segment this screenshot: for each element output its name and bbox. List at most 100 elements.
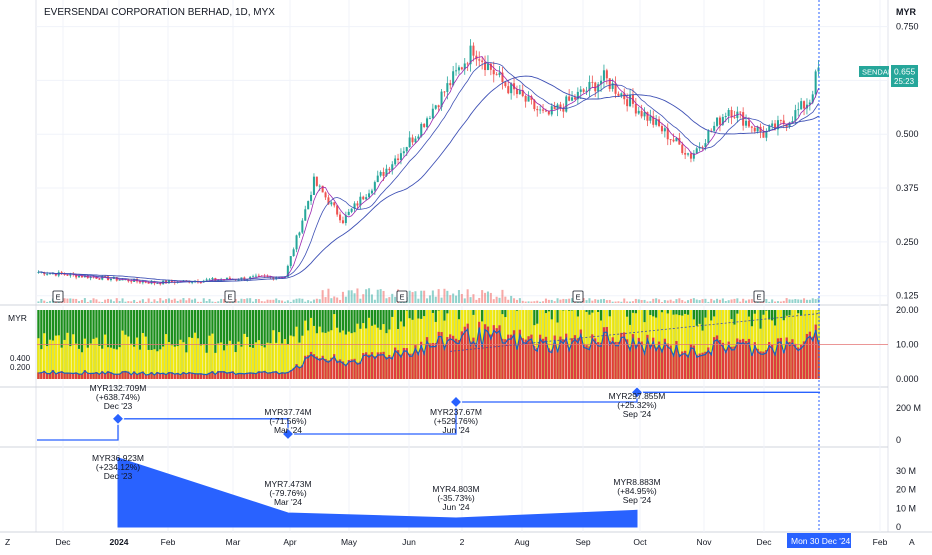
osc-red-bar: [420, 341, 423, 379]
osc-yellow-bar: [63, 339, 66, 379]
osc-yellow-bar: [40, 349, 43, 379]
volume-bar: [727, 300, 730, 303]
volume-bar: [339, 299, 342, 303]
osc-red-bar: [301, 365, 304, 379]
osc-red-bar: [147, 374, 150, 379]
volume-bar: [356, 288, 359, 303]
osc-yellow-bar: [208, 335, 211, 379]
osc-yellow-bar: [550, 319, 553, 379]
candle-body: [405, 147, 408, 152]
time-label: 2024: [110, 537, 129, 547]
income-annotation: MYR7.473M: [264, 479, 311, 489]
osc-yellow-bar: [695, 325, 698, 379]
osc-red-bar: [791, 339, 794, 379]
time-axis[interactable]: Z A Dec 2024 Feb Mar Apr May Jun 2 Aug Sep Oct Nov D…: [0, 533, 932, 550]
candle-body: [768, 125, 771, 131]
volume-bar: [782, 300, 785, 303]
osc-red-bar: [811, 336, 814, 379]
revenue-annotation: (-71.56%): [269, 416, 306, 426]
earnings-marker[interactable]: E: [753, 290, 765, 303]
osc-red-bar: [144, 374, 147, 379]
revenue-point: [281, 427, 295, 441]
candle-body: [391, 164, 394, 171]
time-label: Oct: [633, 537, 647, 547]
osc-red-bar: [567, 347, 571, 379]
osc-red-bar: [646, 334, 649, 379]
osc-red-bar: [405, 348, 408, 379]
candle-body: [423, 123, 426, 127]
earnings-marker[interactable]: E: [52, 290, 64, 303]
axis-right-button[interactable]: A: [909, 537, 915, 547]
axis-left-button[interactable]: Z: [5, 537, 10, 547]
osc-red-bar: [681, 351, 684, 379]
osc-yellow-bar: [272, 330, 275, 379]
earnings-marker[interactable]: E: [572, 290, 584, 303]
candle-body: [643, 112, 646, 117]
volume-bar: [66, 298, 69, 303]
candle-body: [457, 67, 460, 71]
volume-bar: [730, 299, 733, 303]
volume-bar: [385, 298, 388, 303]
candle-body: [69, 273, 72, 276]
earnings-marker[interactable]: E: [396, 290, 408, 303]
candle-body: [104, 276, 107, 277]
osc-red-bar: [556, 349, 559, 379]
osc-red-bar: [408, 353, 411, 379]
candle-body: [771, 123, 774, 126]
osc-yellow-bar: [391, 316, 394, 379]
volume-bar: [144, 301, 147, 303]
candle-body: [486, 63, 489, 71]
osc-red-bar: [277, 373, 281, 379]
volume-bar: [660, 301, 663, 303]
volume-bar: [246, 298, 249, 303]
osc-red-bar: [504, 339, 507, 379]
candle-body: [510, 83, 513, 94]
osc-yellow-bar: [98, 345, 101, 379]
osc-yellow-bar: [283, 339, 287, 379]
osc-red-bar: [185, 373, 188, 379]
osc-red-bar: [362, 353, 365, 379]
candle-body: [602, 70, 605, 81]
volume-bar: [814, 299, 817, 303]
candle-body: [605, 70, 608, 79]
volume-bar: [440, 297, 443, 303]
candle-body: [481, 60, 484, 62]
volume-bar: [687, 300, 690, 303]
osc-red-bar: [240, 372, 243, 379]
osc-red-bar: [364, 352, 368, 379]
osc-red-bar: [495, 328, 498, 379]
volume-bar: [289, 301, 292, 303]
osc-red-bar: [327, 360, 330, 379]
osc-red-bar: [617, 341, 620, 379]
osc-red-bar: [304, 355, 307, 379]
moving-averages: [38, 56, 819, 284]
earnings-marker[interactable]: E: [224, 290, 236, 303]
osc-red-bar: [747, 338, 751, 379]
candle-body: [124, 279, 127, 281]
osc-red-bar: [356, 362, 359, 379]
candle-body: [252, 276, 255, 278]
candle-body: [240, 277, 243, 280]
osc-yellow-bar: [130, 343, 133, 379]
volume-bar: [469, 297, 472, 303]
candle-body: [721, 117, 724, 125]
volume-bar: [742, 298, 745, 303]
volume-bar: [518, 298, 521, 303]
osc-yellow-bar: [773, 325, 777, 379]
income-annotation: Dec '23: [104, 471, 133, 481]
volume-bar: [513, 298, 516, 303]
volume-bar: [310, 301, 313, 303]
osc-yellow-bar: [312, 325, 316, 379]
candle-body: [257, 275, 260, 277]
osc-red-bar: [623, 332, 626, 379]
osc-red-bar: [353, 358, 356, 379]
candle-body: [776, 120, 779, 130]
volume-bar: [220, 298, 223, 303]
osc-red-bar: [449, 334, 452, 379]
osc-red-bar: [739, 339, 742, 379]
revenue-annotation: Sep '24: [623, 409, 652, 419]
volume-bar: [504, 296, 507, 303]
